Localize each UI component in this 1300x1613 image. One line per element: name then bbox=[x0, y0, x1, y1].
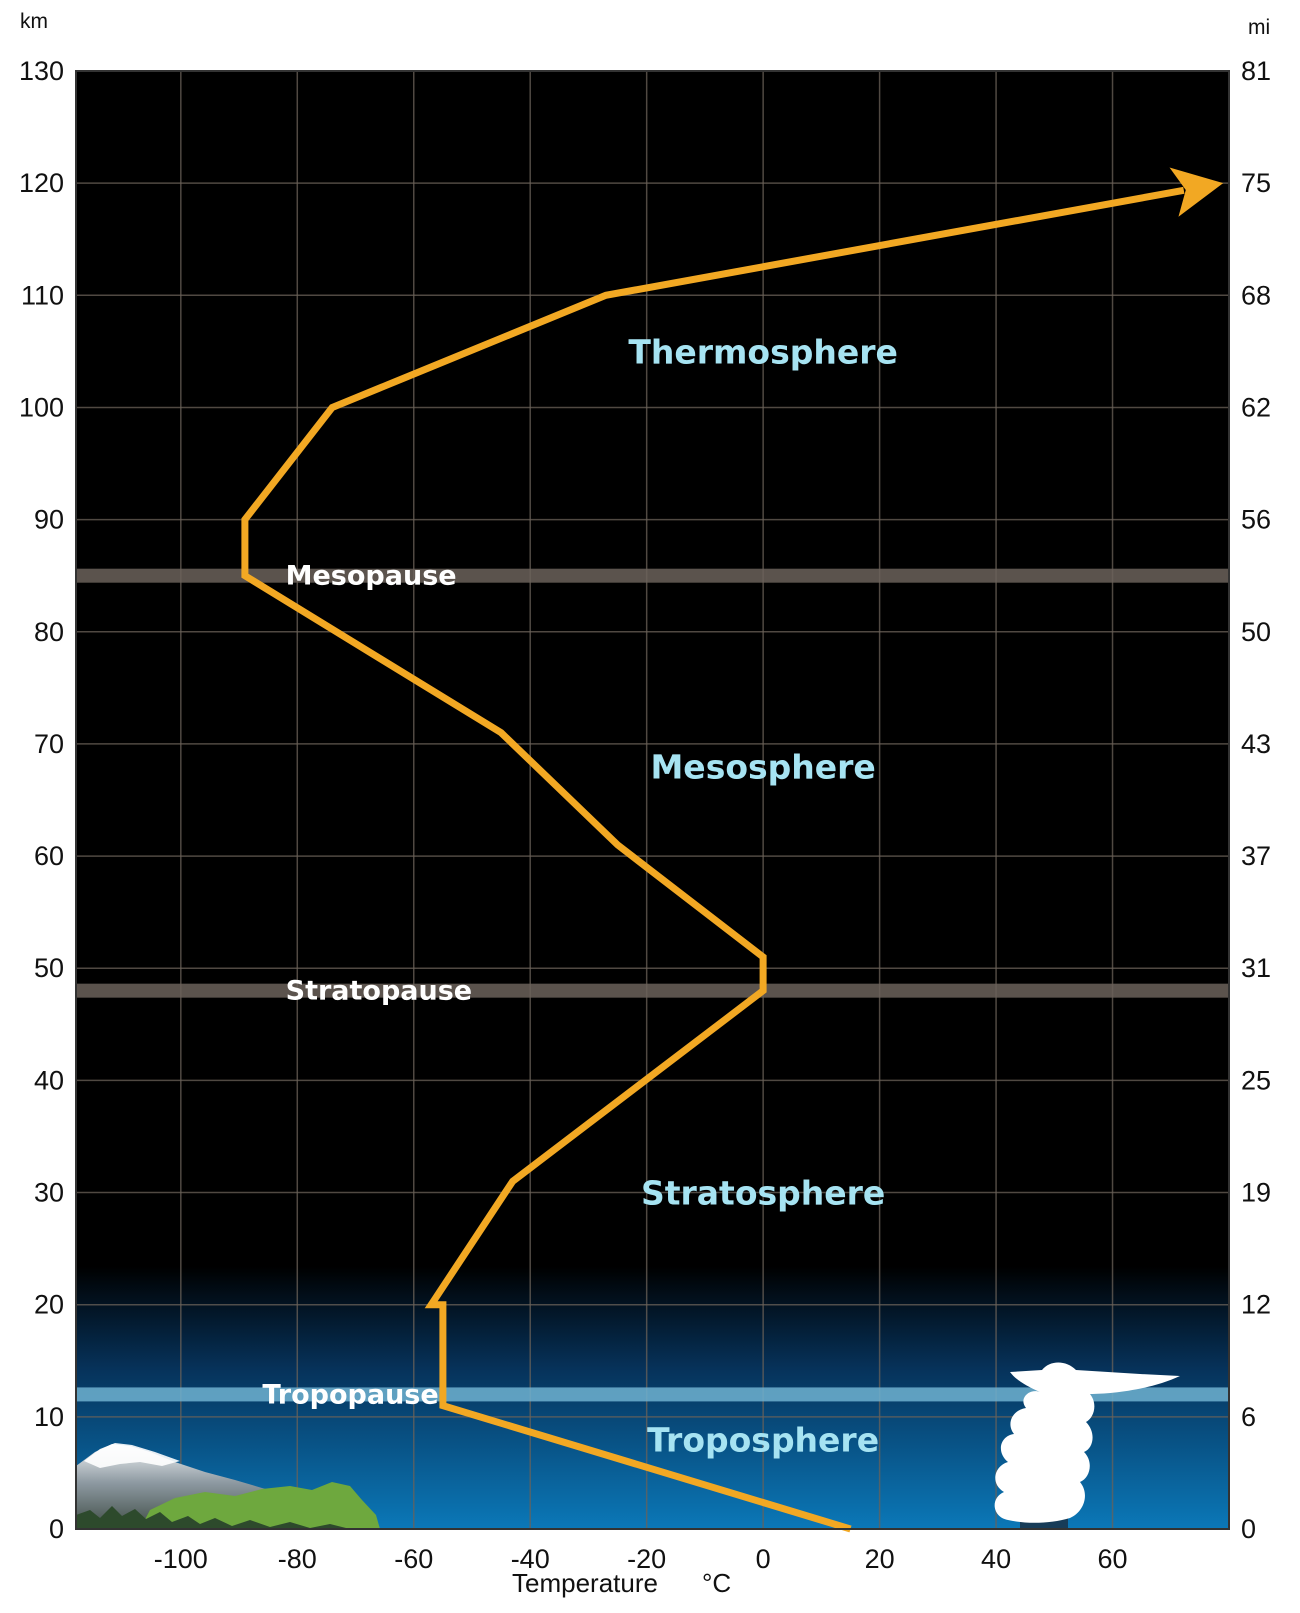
x-tick-label: -80 bbox=[278, 1544, 317, 1574]
right-axis-mi: 0 6 12 19 25 31 37 43 50 56 62 68 75 81 bbox=[1241, 56, 1271, 1544]
layer-label-troposphere: Troposphere bbox=[647, 1420, 879, 1459]
y-tick-label-km: 90 bbox=[34, 505, 64, 535]
x-tick-label: -100 bbox=[154, 1544, 208, 1574]
x-tick-label: -60 bbox=[394, 1544, 433, 1574]
mountain-illustration bbox=[76, 1443, 380, 1529]
layer-label-mesosphere: Mesosphere bbox=[650, 747, 875, 786]
layer-label-thermosphere: Thermosphere bbox=[628, 332, 898, 371]
x-axis-unit: °C bbox=[702, 1568, 731, 1598]
x-axis-title: Temperature bbox=[512, 1568, 658, 1598]
y-tick-label-mi: 81 bbox=[1241, 56, 1271, 86]
y-tick-label-km: 60 bbox=[34, 841, 64, 871]
right-axis-unit-label: mi bbox=[1248, 16, 1270, 39]
left-axis-km: 0 10 20 30 40 50 60 70 80 90 100 110 120 130 bbox=[19, 56, 64, 1544]
green-hills bbox=[140, 1482, 380, 1529]
x-tick-label: 60 bbox=[1098, 1544, 1128, 1574]
thunderstorm-cloud bbox=[994, 1362, 1180, 1529]
y-tick-label-km: 30 bbox=[34, 1178, 64, 1208]
y-tick-label-mi: 62 bbox=[1241, 392, 1271, 422]
x-tick-label: 0 bbox=[756, 1544, 771, 1574]
tree-line bbox=[76, 1506, 350, 1529]
cumulonimbus-cloud bbox=[994, 1362, 1180, 1523]
boundary-band-stratopause bbox=[76, 983, 1229, 998]
y-tick-label-mi: 68 bbox=[1241, 280, 1271, 310]
boundary-label-stratopause: Stratopause bbox=[286, 976, 473, 1007]
boundary-labels: Mesopause Stratopause Tropopause bbox=[262, 561, 472, 1411]
y-tick-label-km: 40 bbox=[34, 1065, 64, 1095]
y-tick-label-mi: 75 bbox=[1241, 168, 1271, 198]
x-tick-label: 40 bbox=[981, 1544, 1011, 1574]
y-tick-label-km: 120 bbox=[19, 168, 64, 198]
x-axis-temperature: -100 -80 -60 -40 -20 0 20 40 60 bbox=[154, 1544, 1128, 1574]
y-tick-label-mi: 37 bbox=[1241, 841, 1271, 871]
y-tick-label-mi: 31 bbox=[1241, 953, 1271, 983]
y-tick-label-km: 70 bbox=[34, 729, 64, 759]
x-tick-label: -40 bbox=[511, 1544, 550, 1574]
y-tick-label-km: 50 bbox=[34, 953, 64, 983]
y-tick-label-mi: 6 bbox=[1241, 1402, 1256, 1432]
layer-label-stratosphere: Stratosphere bbox=[641, 1174, 885, 1213]
x-tick-label: -20 bbox=[627, 1544, 666, 1574]
plot-frame bbox=[75, 70, 1230, 1530]
boundary-label-tropopause: Tropopause bbox=[262, 1379, 438, 1410]
y-tick-label-km: 100 bbox=[19, 392, 64, 422]
y-tick-label-km: 20 bbox=[34, 1290, 64, 1320]
y-tick-label-mi: 50 bbox=[1241, 617, 1271, 647]
temperature-profile-line bbox=[241, 186, 1185, 1533]
y-tick-label-km: 80 bbox=[34, 617, 64, 647]
y-tick-label-km: 10 bbox=[34, 1402, 64, 1432]
plot-background bbox=[76, 71, 1229, 1529]
y-tick-label-km: 0 bbox=[49, 1514, 64, 1544]
boundary-bands bbox=[76, 568, 1229, 1402]
y-tick-label-mi: 43 bbox=[1241, 729, 1271, 759]
y-tick-label-km: 130 bbox=[19, 56, 64, 86]
y-tick-label-mi: 25 bbox=[1241, 1065, 1271, 1095]
boundary-band-tropopause bbox=[76, 1387, 1229, 1402]
layer-labels: Thermosphere Mesosphere Stratosphere Tropos… bbox=[628, 332, 898, 1459]
temperature-arrowhead bbox=[1169, 167, 1224, 217]
y-tick-label-mi: 19 bbox=[1241, 1178, 1271, 1208]
y-tick-label-mi: 12 bbox=[1241, 1290, 1271, 1320]
boundary-label-mesopause: Mesopause bbox=[286, 561, 457, 592]
snow-cap bbox=[84, 1443, 180, 1468]
x-tick-label: 20 bbox=[865, 1544, 895, 1574]
y-tick-label-km: 110 bbox=[21, 280, 64, 310]
y-tick-label-mi: 0 bbox=[1241, 1514, 1256, 1544]
grid-lines bbox=[76, 71, 1229, 1529]
boundary-band-mesopause bbox=[76, 568, 1229, 583]
y-tick-label-mi: 56 bbox=[1241, 505, 1271, 535]
left-axis-unit-label: km bbox=[20, 10, 48, 33]
